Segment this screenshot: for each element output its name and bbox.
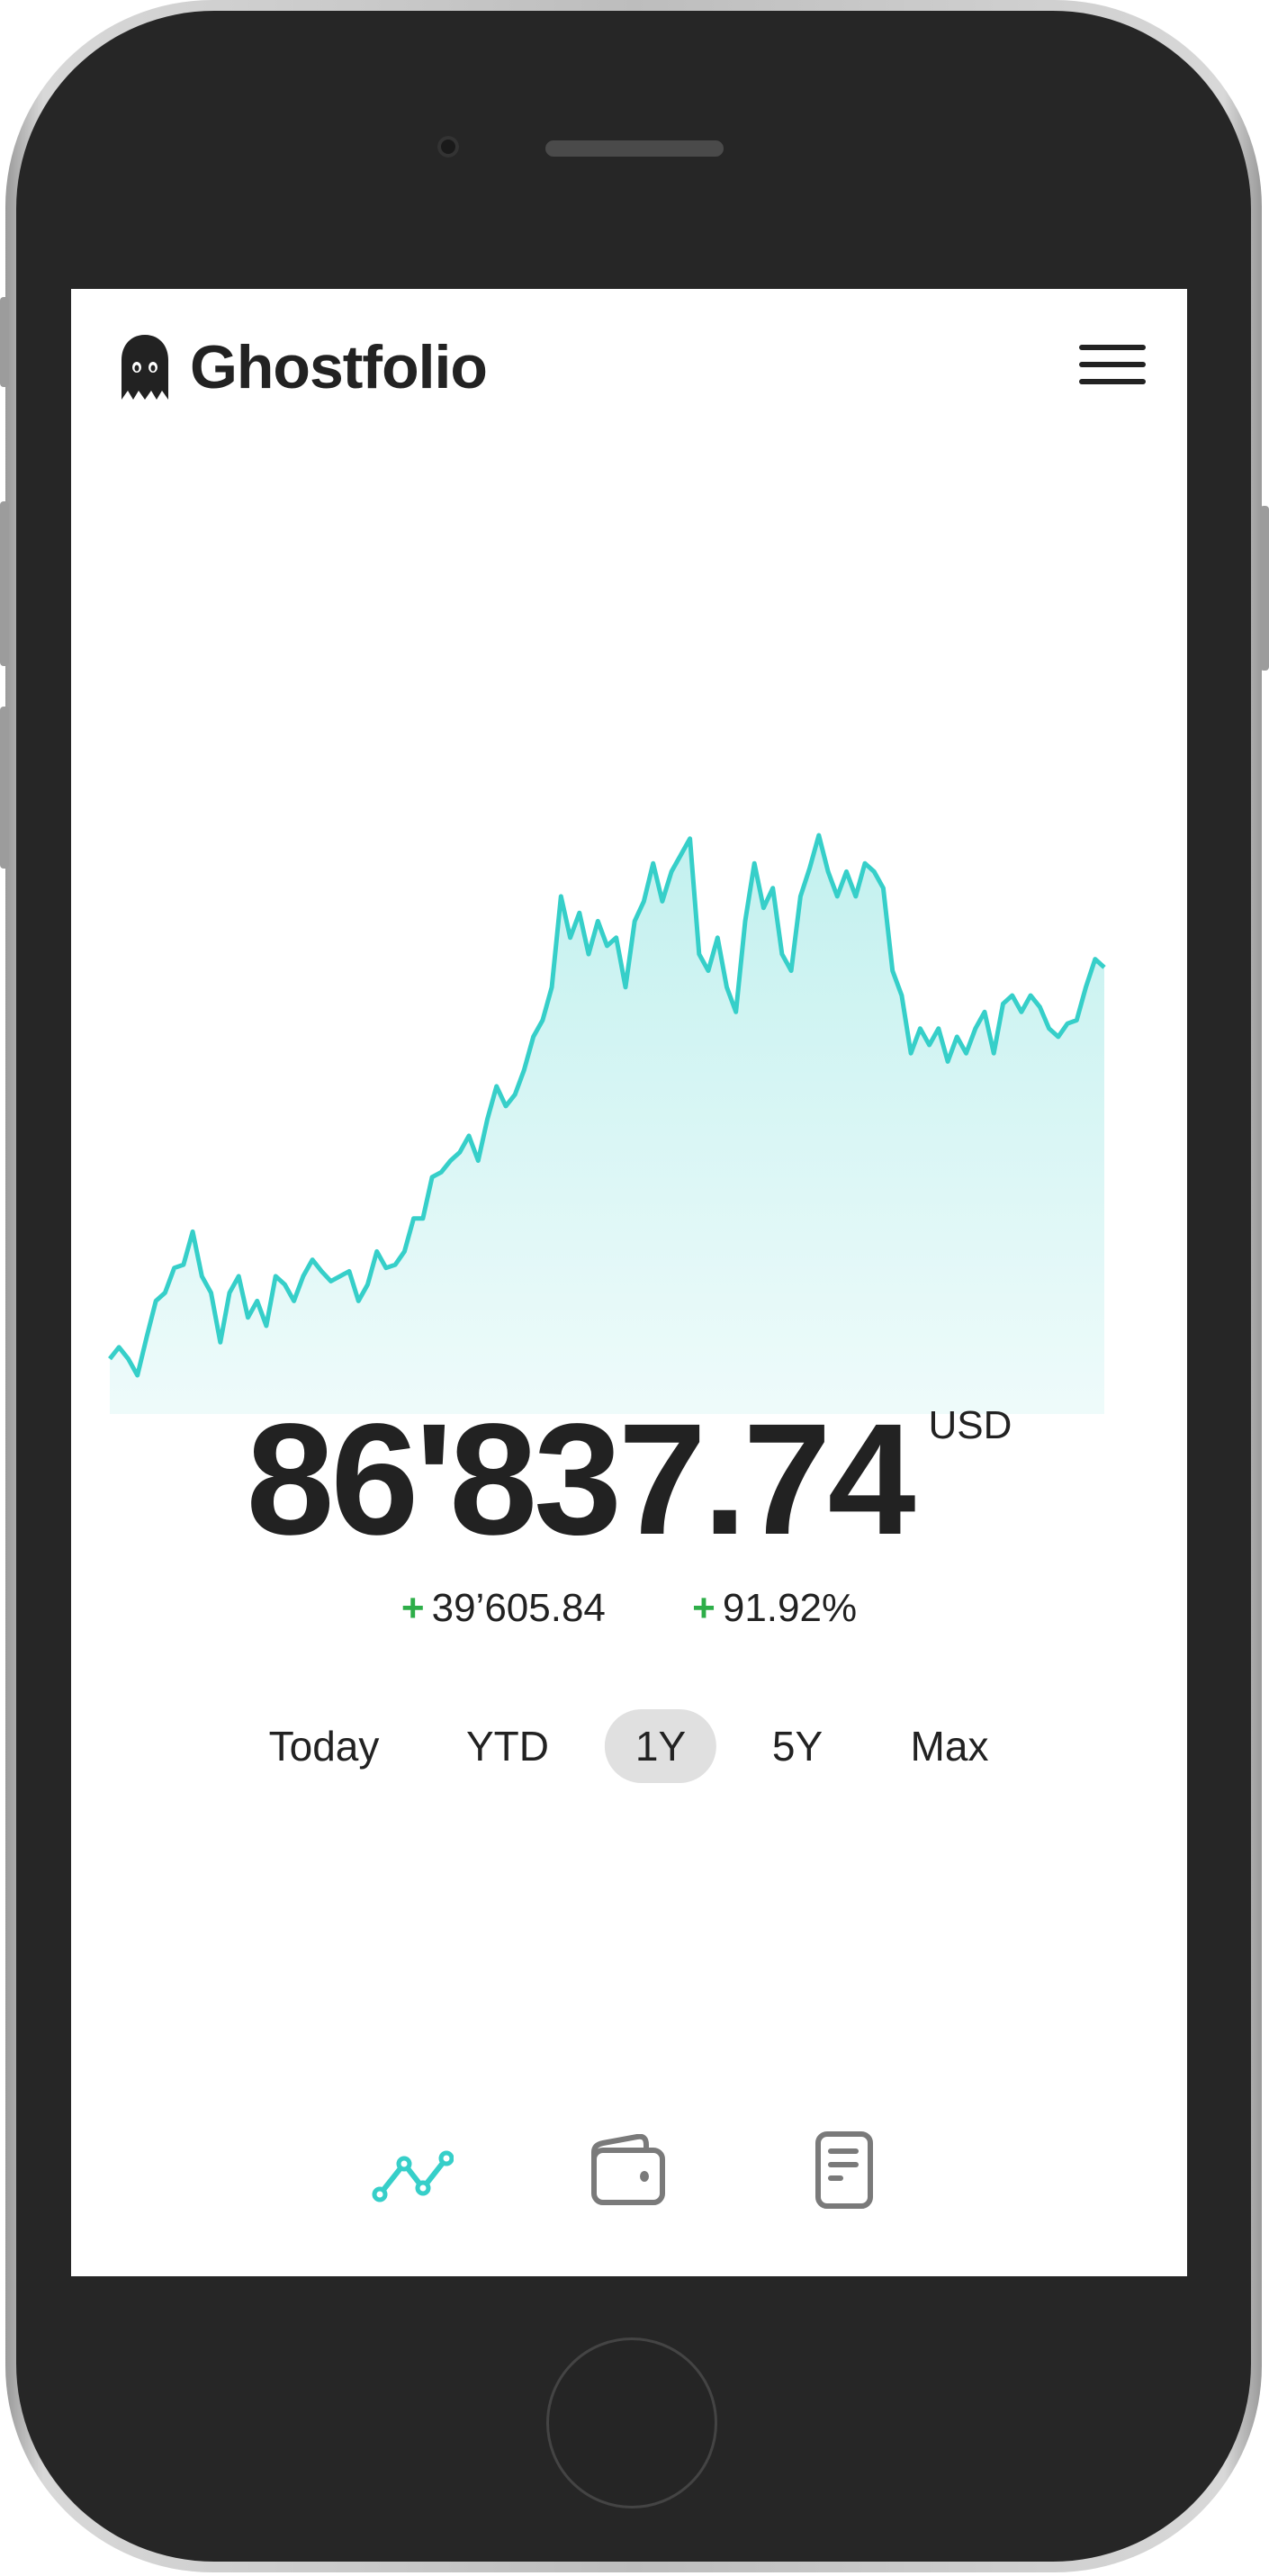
plus-sign: + (692, 1586, 716, 1630)
date-range-tabs: Today YTD 1Y 5Y Max (71, 1709, 1187, 1783)
tab-5y[interactable]: 5Y (771, 1723, 824, 1770)
app-screen: Ghostfolio 86'837.74 USD +39’605.84 +91.… (71, 289, 1187, 2276)
home-button[interactable] (546, 2337, 717, 2508)
document-icon[interactable] (814, 2130, 877, 2211)
absolute-change-value: 39’605.84 (431, 1586, 606, 1630)
percent-change: +91.92% (692, 1586, 857, 1630)
performance-changes: +39’605.84 +91.92% (71, 1585, 1187, 1633)
chart-area-fill (110, 835, 1104, 1414)
power-button (1260, 506, 1269, 671)
mute-switch (0, 297, 9, 387)
portfolio-value: 86'837.74 USD (71, 1401, 1187, 1559)
earpiece-speaker (545, 140, 724, 157)
tab-max[interactable]: Max (910, 1723, 989, 1770)
hamburger-menu-icon[interactable] (1079, 345, 1146, 384)
tab-today[interactable]: Today (268, 1723, 380, 1770)
portfolio-performance-chart (108, 833, 1106, 1414)
ghost-icon (122, 335, 168, 400)
app-title: Ghostfolio (190, 333, 488, 401)
volume-down-button (0, 707, 9, 869)
wallet-icon[interactable] (589, 2134, 670, 2206)
chart-series-line (108, 833, 1106, 1378)
app-logo[interactable]: Ghostfolio (120, 332, 488, 402)
line-chart-icon[interactable] (371, 2148, 454, 2211)
portfolio-value-amount: 86'837.74 (246, 1392, 916, 1568)
currency-label: USD (928, 1403, 1012, 1447)
volume-up-button (0, 501, 9, 666)
plus-sign: + (400, 1586, 425, 1630)
percent-change-value: 91.92% (722, 1586, 858, 1630)
absolute-change: +39’605.84 (401, 1586, 606, 1630)
front-camera (437, 136, 459, 158)
tab-1y[interactable]: 1Y (604, 1709, 717, 1783)
tab-ytd[interactable]: YTD (466, 1723, 549, 1770)
